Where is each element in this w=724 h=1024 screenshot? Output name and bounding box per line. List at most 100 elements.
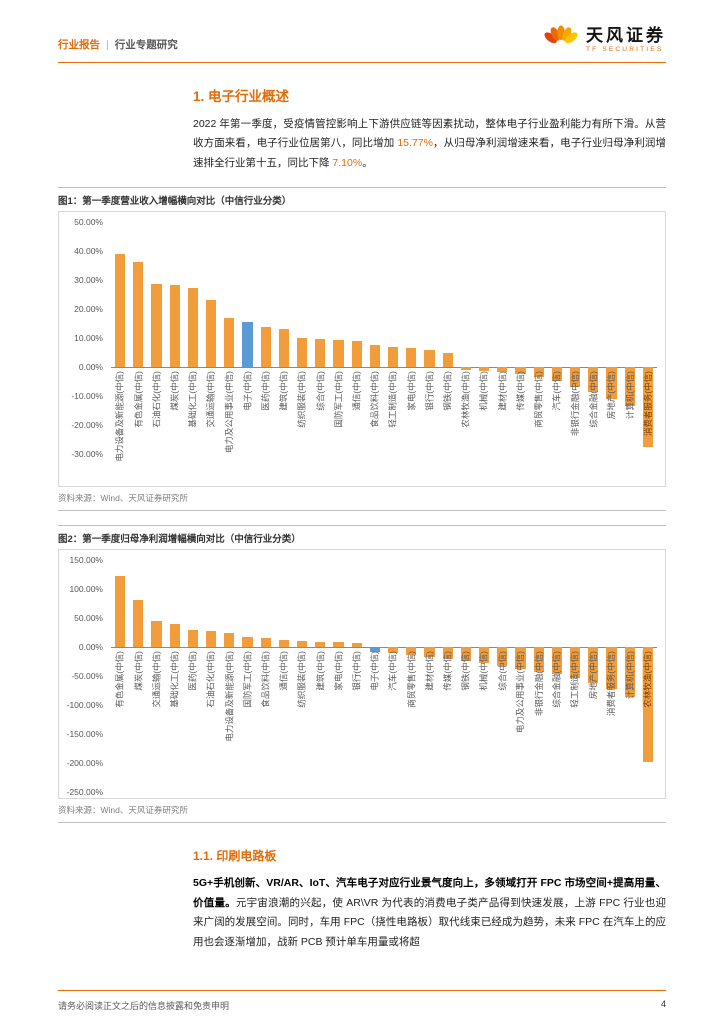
chart-bar	[151, 284, 162, 368]
x-axis-label: 传媒(中信)	[515, 371, 526, 411]
chart-bar	[479, 647, 490, 663]
section-title-overview: 1. 电子行业概述	[193, 89, 290, 104]
x-axis-label: 医药(中信)	[187, 651, 198, 692]
overview-paragraph: 2022 年第一季度，受疫情管控影响上下游供应链等因素扰动，整体电子行业盈利能力…	[193, 115, 666, 173]
zero-axis-line	[111, 367, 657, 369]
x-axis-label: 计算机(中信)	[624, 371, 635, 420]
figure-1-bar-chart: 50.00% 40.00% 30.00% 20.00% 10.00% 0.00% -10.0…	[61, 217, 657, 462]
chart-bar	[224, 317, 235, 368]
chart-bar	[169, 285, 180, 368]
report-type-breadcrumb: 行业报告 | 行业专题研究	[58, 37, 178, 58]
x-axis-label: 建筑(中信)	[278, 371, 289, 411]
chart-bar	[278, 639, 289, 648]
y-axis-tick: -250.00%	[66, 787, 103, 798]
zero-axis-line	[111, 647, 657, 649]
chart-bar	[315, 338, 326, 368]
chart-bar	[388, 346, 399, 368]
chart-bar	[206, 631, 217, 648]
chart-bar	[278, 328, 289, 368]
y-axis-tick: -10.00%	[71, 391, 103, 402]
chart-bar	[588, 647, 599, 684]
chart-bar	[551, 647, 562, 675]
y-axis-tick: 10.00%	[74, 333, 103, 344]
plot-area: 电力设备及新能源(中信) 有色金属(中信) 石油石化(中信) 煤炭(中信) 基础化工(中…	[111, 222, 657, 462]
brand-subtitle: TF SECURITIES	[586, 46, 664, 54]
overview-text-3: 。	[362, 156, 373, 169]
x-axis-label: 消费者服务(中信)	[606, 651, 617, 717]
x-axis-label: 机械(中信)	[479, 371, 490, 411]
y-axis-tick: 0.00%	[78, 642, 103, 653]
x-axis-label: 建材(中信)	[424, 651, 435, 692]
x-axis-label: 煤炭(中信)	[133, 651, 144, 692]
x-axis-label: 电子(中信)	[369, 651, 380, 692]
x-axis-label: 消费者服务(中信)	[642, 370, 653, 438]
y-axis-tick: 150.00%	[69, 555, 103, 566]
pcb-paragraph: 5G+手机创新、VR/AR、IoT、汽车电子对应行业景气度向上，多领域打开 FP…	[193, 874, 666, 952]
overview-text-1: 2022 年第一季度，受疫情管控影响上下游供应链等因素扰动，整体电子行业盈利能力…	[193, 118, 666, 150]
y-axis-tick: -200.00%	[66, 758, 103, 769]
chart-bar	[624, 647, 635, 697]
overview-text-2: ，从归母净利润增速来看，电子行业归母净利润增速排全行业第十五，同比下降	[193, 137, 667, 169]
chart-bar	[460, 367, 471, 370]
x-axis-label: 电力设备及新能源(中信)	[224, 651, 235, 743]
x-axis-label: 食品饮料(中信)	[260, 651, 271, 709]
y-axis-tick: 100.00%	[69, 584, 103, 595]
chart-bar	[351, 642, 362, 648]
x-axis-label: 纺织服装(中信)	[297, 371, 308, 428]
chart-bar	[333, 642, 344, 648]
x-axis-label: 电子(中信)	[242, 371, 253, 411]
chart-bar	[242, 636, 253, 648]
x-axis-label: 非银行金融(中信)	[570, 371, 581, 437]
brand-block: 天风证券 TF SECURITIES	[543, 24, 666, 58]
y-axis-tick: 0.00%	[78, 362, 103, 373]
chart-bar	[515, 367, 526, 374]
x-axis-label: 轻工制造(中信)	[570, 651, 581, 709]
figure-2-net-profit-growth: 图2：第一季度归母净利润增幅横向对比（中信行业分类） 150.00% 100.00…	[58, 525, 666, 824]
chart-bar	[115, 576, 126, 648]
footer-disclaimer: 请务必阅读正文之后的信息披露和免责申明	[58, 1001, 230, 1011]
pcb-paragraph-text: 元宇宙浪潮的兴起，使 AR\VR 为代表的消费电子类产品得到快速发展，上游 FP…	[193, 896, 666, 948]
chart-bar	[133, 262, 144, 368]
x-axis-label: 石油石化(中信)	[151, 371, 162, 428]
chart-bar	[533, 647, 544, 673]
x-axis-label: 电力及公用事业(中信)	[515, 651, 526, 734]
chart-bar	[206, 299, 217, 368]
chart-bar	[260, 326, 271, 368]
x-axis-label: 电力及公用事业(中信)	[224, 371, 235, 454]
x-axis-label: 银行(中信)	[424, 371, 435, 411]
x-axis-label: 综合(中信)	[315, 371, 326, 411]
chart-bar	[115, 254, 126, 368]
x-axis-label: 轻工制造(中信)	[388, 371, 399, 428]
x-axis-label: 有色金属(中信)	[115, 651, 126, 709]
x-axis-label: 国防军工(中信)	[333, 371, 344, 428]
chart-bar	[570, 367, 581, 387]
x-axis-label: 纺织服装(中信)	[297, 651, 308, 709]
x-axis-label: 房地产(中信)	[606, 371, 617, 420]
chart-bar	[424, 350, 435, 368]
chart-bar	[551, 367, 562, 382]
chart-bar	[406, 647, 417, 656]
chart-bar	[588, 367, 599, 393]
doc-type-label: 行业报告	[58, 39, 100, 51]
x-axis-label: 通信(中信)	[351, 371, 362, 411]
net-profit-decline-value: 7.10%	[332, 156, 363, 169]
x-axis-label: 国防军工(中信)	[242, 651, 253, 709]
page-number: 4	[660, 999, 666, 1009]
chart-bar	[151, 621, 162, 648]
x-axis-label: 汽车(中信)	[551, 371, 562, 411]
brand-name: 天风证券	[586, 26, 666, 46]
chart-bar-highlight	[242, 321, 253, 368]
y-axis-tick: -20.00%	[71, 420, 103, 431]
figure-2-source: 资料来源：Wind、天风证券研究所	[58, 799, 666, 824]
x-axis-label: 煤炭(中信)	[169, 371, 180, 411]
x-axis-label: 传媒(中信)	[442, 651, 453, 692]
chart-bar	[133, 600, 144, 648]
chart-bar	[224, 633, 235, 648]
figure-2-bar-chart: 150.00% 100.00% 50.00% 0.00% -50.00% -100.00%…	[61, 555, 657, 797]
x-axis-label: 综合金融(中信)	[551, 651, 562, 709]
page-footer: 请务必阅读正文之后的信息披露和免责申明 4	[58, 990, 666, 1012]
figure-2-chart-box: 150.00% 100.00% 50.00% 0.00% -50.00% -100.00%…	[58, 549, 666, 800]
chart-bar	[570, 647, 581, 678]
x-axis-label: 建材(中信)	[497, 371, 508, 411]
section-title-pcb: 1.1. 印刷电路板	[193, 849, 277, 864]
